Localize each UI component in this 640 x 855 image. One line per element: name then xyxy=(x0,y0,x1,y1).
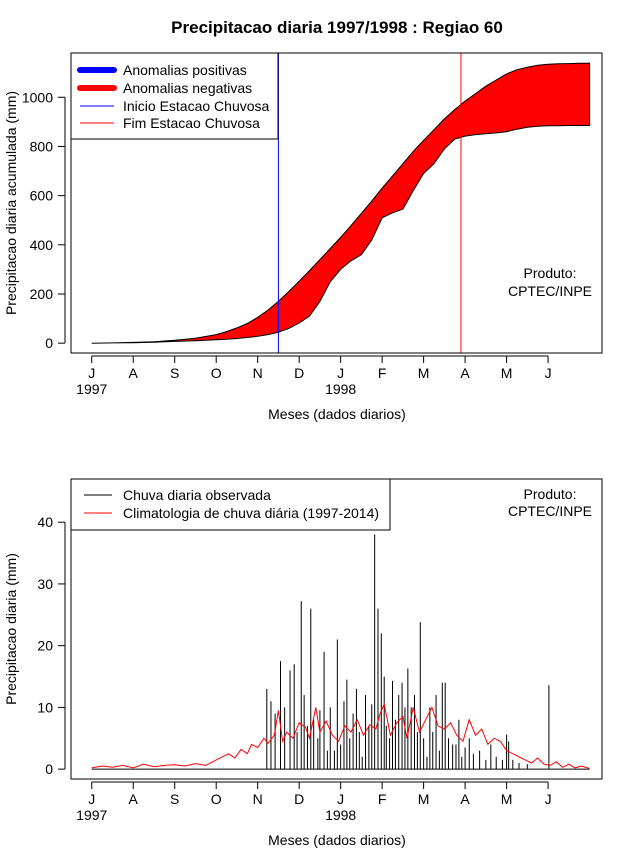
legend-label-positive: Anomalias positivas xyxy=(123,62,247,78)
x-tick-label: A xyxy=(129,365,139,381)
daily-x-tick-label: S xyxy=(170,791,179,807)
y-tick-label: 400 xyxy=(30,237,54,253)
daily-x-tick-label: M xyxy=(418,791,430,807)
x-tick-label: N xyxy=(253,365,263,381)
daily-x-tick-label: M xyxy=(501,791,513,807)
plot-frame xyxy=(70,52,603,354)
legend-box-daily xyxy=(70,478,391,531)
y-tick-label: 0 xyxy=(45,335,53,351)
year-label: 1997 xyxy=(76,381,107,397)
x-tick-label: S xyxy=(170,365,179,381)
daily-y-tick-label: 40 xyxy=(37,514,53,530)
y-tick-label: 600 xyxy=(30,188,54,204)
daily-x-tick-label: A xyxy=(129,791,139,807)
x-tick-label: A xyxy=(460,365,470,381)
x-tick-label: F xyxy=(378,365,387,381)
chart-title: Precipitacao diaria 1997/1998 : Regiao 6… xyxy=(171,18,503,37)
x-axis-label: Meses (dados diarios) xyxy=(268,406,406,422)
product-label: Produto: xyxy=(524,265,577,281)
daily-year-label: 1997 xyxy=(76,807,107,823)
product-source-daily: CPTEC/INPE xyxy=(508,503,592,519)
x-tick-label: J xyxy=(88,365,95,381)
daily-bars-layer xyxy=(91,534,590,770)
anomaly-fill-layer xyxy=(91,62,591,344)
daily-x-tick-label: O xyxy=(211,791,222,807)
climatology-layer xyxy=(91,702,590,769)
daily-x-tick-label: F xyxy=(378,791,387,807)
legend-label-climatology: Climatologia de chuva diária (1997-2014) xyxy=(123,505,379,521)
negative-anomaly-area xyxy=(91,62,591,344)
x-tick-label: J xyxy=(545,365,552,381)
y-tick-label: 200 xyxy=(30,286,54,302)
daily-y-tick-label: 10 xyxy=(37,699,53,715)
daily-x-tick-label: J xyxy=(545,791,552,807)
daily-year-label: 1998 xyxy=(325,807,356,823)
daily-x-tick-label: D xyxy=(294,791,304,807)
y-axis-label: Precipitacao diaria acumulada (mm) xyxy=(3,91,19,315)
daily-x-tick-label: J xyxy=(337,791,344,807)
legend-label-end: Fim Estacao Chuvosa xyxy=(123,115,260,131)
daily-y-tick-label: 30 xyxy=(37,576,53,592)
x-tick-label: M xyxy=(501,365,513,381)
product-source: CPTEC/INPE xyxy=(508,283,592,299)
year-label: 1998 xyxy=(325,381,356,397)
daily-x-tick-label: N xyxy=(253,791,263,807)
product-label-daily: Produto: xyxy=(524,486,577,502)
y-tick-label: 800 xyxy=(30,138,54,154)
legend: Anomalias positivas Anomalias negativas … xyxy=(70,52,279,140)
y-axis-label-daily: Precipitacao diaria (mm) xyxy=(3,553,19,705)
x-axis-label-daily: Meses (dados diarios) xyxy=(268,832,406,848)
x-tick-label: O xyxy=(211,365,222,381)
daily-x-tick-label: J xyxy=(88,791,95,807)
daily-x-tick-label: A xyxy=(460,791,470,807)
legend-label-negative: Anomalias negativas xyxy=(123,80,252,96)
legend-daily: Chuva diaria observada Climatologia de c… xyxy=(70,478,391,531)
daily-y-tick-label: 0 xyxy=(45,761,53,777)
x-tick-label: D xyxy=(294,365,304,381)
climatology-line xyxy=(91,702,590,769)
x-tick-label: M xyxy=(418,365,430,381)
legend-label-observed: Chuva diaria observada xyxy=(123,487,271,503)
daily-y-tick-label: 20 xyxy=(37,638,53,654)
x-tick-label: J xyxy=(337,365,344,381)
y-tick-label: 1000 xyxy=(22,89,53,105)
legend-label-start: Inicio Estacao Chuvosa xyxy=(123,98,270,114)
